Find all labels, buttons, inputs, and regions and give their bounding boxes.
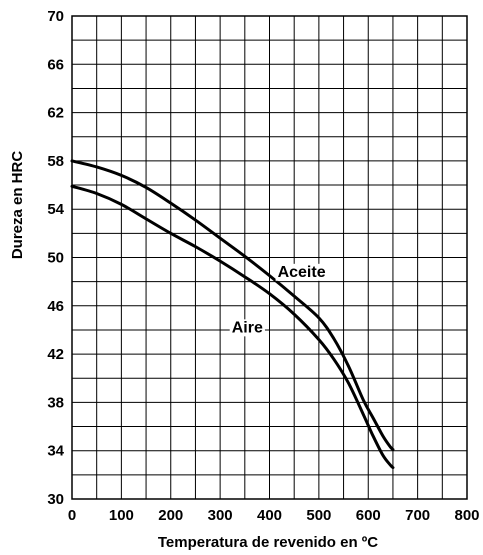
y-tick-label: 62 — [47, 105, 64, 122]
series-label-background — [229, 319, 265, 337]
x-tick-label: 0 — [68, 507, 76, 524]
grid — [72, 16, 467, 499]
plot-border — [71, 15, 468, 500]
y-axis-ticks: 30 34 38 42 46 50 54 58 62 66 70 — [47, 8, 64, 508]
x-axis-title: Temperatura de revenido en ºC — [158, 534, 378, 551]
x-tick-label: 300 — [208, 507, 233, 524]
y-tick-label: 70 — [47, 8, 64, 25]
y-tick-label: 66 — [47, 56, 64, 73]
x-axis-ticks: 0 100 200 300 400 500 600 700 800 — [68, 507, 480, 524]
y-tick-label: 34 — [47, 443, 64, 460]
y-tick-label: 30 — [47, 491, 64, 508]
x-tick-label: 600 — [356, 507, 381, 524]
y-tick-label: 38 — [47, 394, 64, 411]
x-tick-label: 100 — [109, 507, 134, 524]
y-tick-label: 42 — [47, 346, 64, 363]
x-tick-label: 700 — [405, 507, 430, 524]
y-axis-title: Dureza en HRC — [9, 151, 26, 260]
series-line-aceite — [70, 159, 395, 451]
y-tick-label: 54 — [47, 201, 64, 218]
series-label-aceite: Aceite — [278, 264, 326, 281]
x-tick-label: 200 — [158, 507, 183, 524]
series-label-aire: Aire — [232, 319, 263, 336]
series-group: Aceite Aire — [70, 159, 395, 470]
x-tick-label: 500 — [306, 507, 331, 524]
y-tick-label: 58 — [47, 153, 64, 170]
x-tick-label: 800 — [454, 507, 479, 524]
y-tick-label: 50 — [47, 250, 64, 267]
x-tick-label: 400 — [257, 507, 282, 524]
series-label-background — [275, 263, 328, 281]
series-line-aire — [70, 184, 395, 470]
plot-frame — [71, 15, 468, 500]
y-tick-label: 46 — [47, 298, 64, 315]
